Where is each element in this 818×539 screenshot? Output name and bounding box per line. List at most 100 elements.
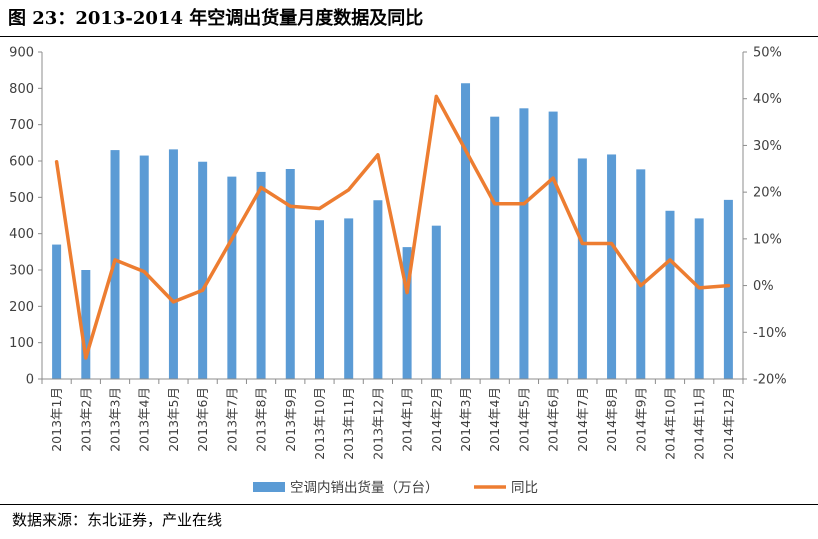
x-tick-label: 2014年4月 xyxy=(487,387,502,452)
y-left-tick-label: 900 xyxy=(9,46,34,61)
legend-label-bar: 空调内销出货量（万台） xyxy=(290,479,439,496)
bar-5 xyxy=(168,149,178,379)
bars-layer xyxy=(52,83,733,380)
yoy-point-11 xyxy=(347,188,351,192)
x-tick-label: 2013年8月 xyxy=(254,387,269,452)
x-tick-label: 2014年1月 xyxy=(400,387,415,452)
bar-22 xyxy=(665,210,675,379)
x-tick-label: 2014年2月 xyxy=(429,387,444,452)
x-tick-label: 2014年11月 xyxy=(692,387,707,460)
x-tick-label: 2014年12月 xyxy=(721,387,736,460)
x-tick-label: 2014年8月 xyxy=(604,387,619,452)
bar-19 xyxy=(577,158,587,379)
bar-15 xyxy=(461,83,471,379)
axes-layer: 0 100 200 300 400 500 600 700 800 900 -20% -10% 0% 10… xyxy=(9,46,786,460)
y-left-tick-label: 100 xyxy=(9,336,34,351)
bar-10 xyxy=(314,220,324,379)
yoy-point-16 xyxy=(493,202,497,206)
x-tick-label: 2014年6月 xyxy=(546,387,561,452)
yoy-point-12 xyxy=(376,153,380,157)
bar-12 xyxy=(373,200,383,379)
line-layer xyxy=(54,94,731,360)
x-tick-label: 2014年5月 xyxy=(516,387,531,452)
x-tick-label: 2013年5月 xyxy=(166,387,181,452)
y-left-tick-label: 700 xyxy=(9,118,34,133)
bar-13 xyxy=(402,247,412,379)
yoy-point-2 xyxy=(84,356,88,360)
y-right-tick-label: 40% xyxy=(753,92,782,107)
bar-9 xyxy=(285,168,295,379)
bar-11 xyxy=(344,218,354,379)
bar-17 xyxy=(519,108,529,380)
yoy-point-17 xyxy=(522,202,526,206)
yoy-point-15 xyxy=(464,148,468,152)
yoy-point-14 xyxy=(434,94,438,98)
bar-18 xyxy=(548,111,558,379)
yoy-point-21 xyxy=(639,284,643,288)
yoy-point-5 xyxy=(171,300,175,304)
source-divider xyxy=(0,504,818,505)
y-left-tick-label: 200 xyxy=(9,300,34,315)
bar-16 xyxy=(490,116,500,379)
bar-8 xyxy=(256,171,266,379)
bar-6 xyxy=(198,161,208,379)
yoy-point-8 xyxy=(259,185,263,189)
yoy-line xyxy=(54,94,731,360)
x-tick-label: 2014年9月 xyxy=(633,387,648,452)
bar-4 xyxy=(139,155,149,379)
bar-7 xyxy=(227,176,237,379)
bar-14 xyxy=(431,225,441,379)
yoy-point-10 xyxy=(317,206,321,210)
bar-1 xyxy=(52,244,62,379)
yoy-point-23 xyxy=(697,286,701,290)
y-left-tick-label: 400 xyxy=(9,227,34,242)
y-left-tick-label: 500 xyxy=(9,191,34,206)
x-tick-label: 2013年10月 xyxy=(312,387,327,460)
yoy-point-7 xyxy=(230,237,234,241)
x-tick-label: 2013年9月 xyxy=(283,387,298,452)
bar-2 xyxy=(81,270,91,379)
title-divider xyxy=(0,36,818,37)
legend-label-line: 同比 xyxy=(511,480,538,496)
y-right-tick-label: 50% xyxy=(753,46,782,61)
y-left-tick-label: 0 xyxy=(26,373,34,388)
x-tick-label: 2013年4月 xyxy=(137,387,152,452)
y-right-tick-label: -10% xyxy=(753,326,787,341)
x-tick-label: 2013年12月 xyxy=(370,387,385,460)
legend-swatch-bar xyxy=(253,482,285,492)
yoy-point-4 xyxy=(142,270,146,274)
yoy-point-24 xyxy=(726,284,730,288)
y-right-tick-label: 30% xyxy=(753,139,782,154)
y-right-tick-label: -20% xyxy=(753,373,787,388)
yoy-point-22 xyxy=(668,258,672,262)
yoy-point-18 xyxy=(551,176,555,180)
bar-21 xyxy=(636,169,646,379)
yoy-point-6 xyxy=(201,288,205,292)
y-left-tick-label: 300 xyxy=(9,264,34,279)
page-title: 图 23：2013-2014 年空调出货量月度数据及同比 xyxy=(8,8,424,29)
x-tick-label: 2014年7月 xyxy=(575,387,590,452)
yoy-point-19 xyxy=(580,242,584,246)
x-tick-label: 2014年3月 xyxy=(458,387,473,452)
source-note: 数据来源：东北证券，产业在线 xyxy=(12,511,223,529)
yoy-point-9 xyxy=(288,204,292,208)
y-right-tick-label: 0% xyxy=(753,279,774,294)
y-right-tick-label: 10% xyxy=(753,232,782,247)
chart: 0 100 200 300 400 500 600 700 800 900 -20% -10% 0% 10… xyxy=(9,46,786,497)
x-tick-label: 2013年7月 xyxy=(224,387,239,452)
yoy-point-3 xyxy=(113,258,117,262)
bar-24 xyxy=(723,199,733,379)
x-tick-label: 2013年11月 xyxy=(341,387,356,460)
y-left-tick-label: 800 xyxy=(9,82,34,97)
bar-23 xyxy=(694,218,704,379)
yoy-point-1 xyxy=(55,160,59,164)
x-tick-label: 2014年10月 xyxy=(662,387,677,460)
yoy-point-13 xyxy=(405,291,409,295)
bar-20 xyxy=(607,154,617,379)
yoy-point-20 xyxy=(610,242,614,246)
x-tick-label: 2013年6月 xyxy=(195,387,210,452)
y-right-tick-label: 20% xyxy=(753,186,782,201)
legend: 空调内销出货量（万台） 同比 xyxy=(253,479,538,496)
y-left-tick-label: 600 xyxy=(9,155,34,170)
x-tick-label: 2013年2月 xyxy=(78,387,93,452)
